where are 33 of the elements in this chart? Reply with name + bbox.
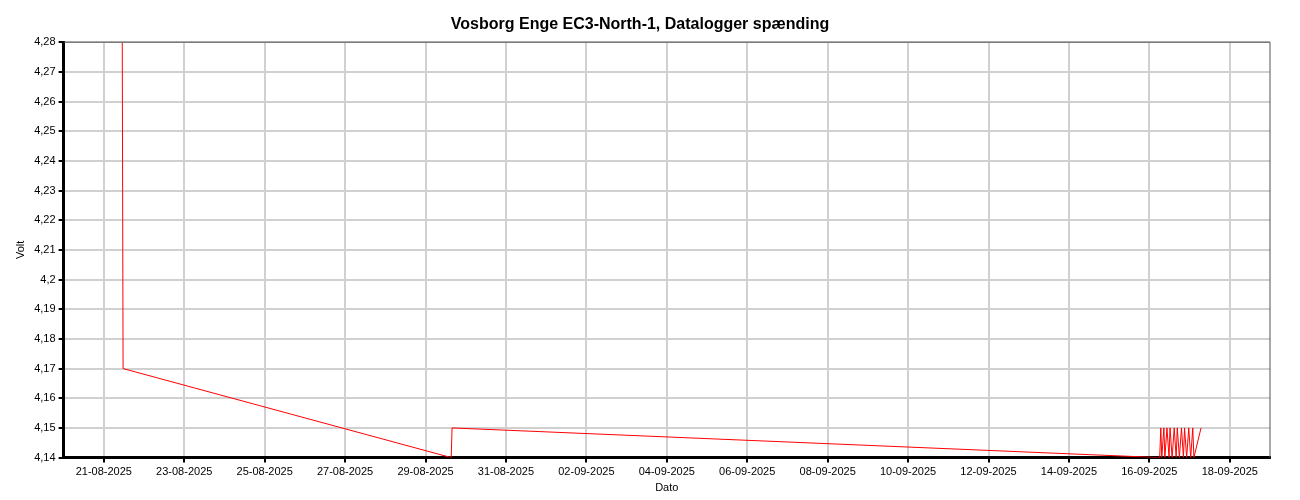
y-tick-label: 4,14 <box>34 450 56 463</box>
y-tick-label: 4,23 <box>34 183 56 196</box>
x-tick-label: 04-09-2025 <box>638 465 695 478</box>
y-tick-label: 4,22 <box>34 213 56 226</box>
y-tick-label: 4,15 <box>34 420 56 433</box>
x-tick-label: 29-08-2025 <box>397 465 454 478</box>
x-tick-label: 31-08-2025 <box>477 465 535 478</box>
y-tick-label: 4,18 <box>34 331 56 344</box>
x-tick-label: 23-08-2025 <box>156 465 213 478</box>
x-axis-title: Dato <box>655 481 679 494</box>
x-tick-label: 06-09-2025 <box>719 465 776 478</box>
x-tick-label: 02-09-2025 <box>558 465 615 478</box>
y-tick-label: 4,27 <box>34 64 56 77</box>
x-tick-label: 14-09-2025 <box>1040 465 1098 478</box>
x-tick-label: 18-09-2025 <box>1201 465 1258 478</box>
y-tick-label: 4,19 <box>34 302 56 315</box>
x-tick-label: 10-09-2025 <box>879 465 937 478</box>
y-tick-label: 4,21 <box>34 242 56 255</box>
y-tick-label: 4,17 <box>34 361 56 374</box>
y-tick-label: 4,24 <box>34 153 56 166</box>
x-tick-label: 27-08-2025 <box>316 465 374 478</box>
y-tick-label: 4,25 <box>34 124 56 137</box>
x-tick-label: 16-09-2025 <box>1121 465 1178 478</box>
y-tick-label: 4,28 <box>34 35 56 48</box>
y-tick-label: 4,16 <box>34 391 56 404</box>
x-tick-label: 12-09-2025 <box>960 465 1017 478</box>
y-axis-title: Volt <box>13 240 26 260</box>
y-tick-label: 4,26 <box>34 94 56 107</box>
y-tick-label: 4,2 <box>40 272 56 285</box>
x-tick-label: 25-08-2025 <box>236 465 293 478</box>
x-tick-label: 21-08-2025 <box>75 465 132 478</box>
x-tick-label: 08-09-2025 <box>799 465 856 478</box>
chart-title: Vosborg Enge EC3-North-1, Datalogger spænding <box>450 15 830 33</box>
